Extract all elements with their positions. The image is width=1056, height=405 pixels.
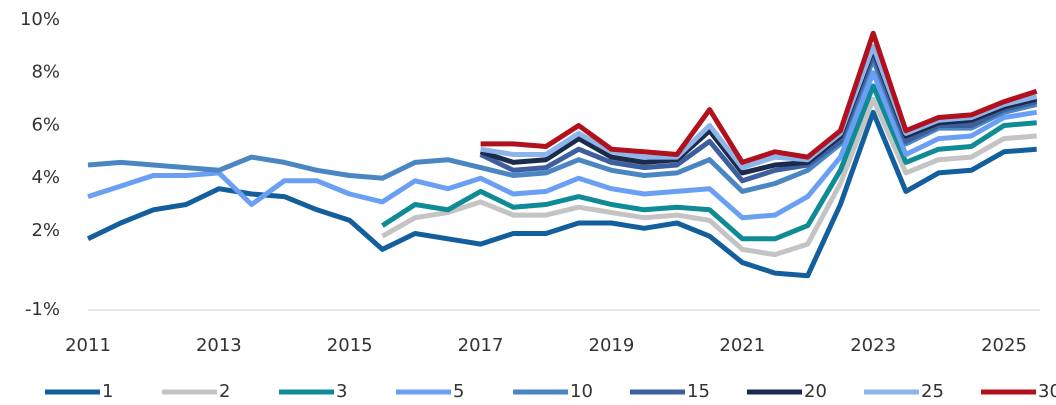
x-tick-label: 2011 [65, 335, 111, 356]
y-tick-label: 8% [31, 62, 60, 83]
x-tick-label: 2019 [589, 335, 635, 356]
series-line [381, 96, 1037, 258]
x-tick-label: 2023 [850, 335, 896, 356]
y-tick-label: 10% [20, 9, 60, 30]
legend-label: 1 [102, 381, 113, 402]
series-line [381, 83, 1037, 242]
series-line [479, 51, 1038, 184]
legend-label: 3 [336, 381, 347, 402]
y-tick-label: -1% [25, 299, 60, 320]
x-tick-label: 2015 [327, 335, 373, 356]
legend-label: 30 [1038, 381, 1056, 402]
legend-label: 15 [687, 381, 710, 402]
y-tick-label: 4% [31, 167, 60, 188]
x-tick-label: 2021 [719, 335, 765, 356]
legend-label: 5 [453, 381, 464, 402]
series-line [86, 109, 1037, 279]
y-tick-label: 2% [31, 220, 60, 241]
legend-label: 25 [921, 381, 944, 402]
series-line [480, 30, 1038, 165]
x-tick-label: 2025 [981, 335, 1027, 356]
legend-label: 2 [219, 381, 230, 402]
legend-label: 20 [804, 381, 827, 402]
x-tick-label: 2013 [196, 335, 242, 356]
y-tick-label: 6% [31, 114, 60, 135]
series-line [87, 70, 1038, 221]
series-line [480, 43, 1038, 171]
legend-label: 10 [570, 381, 593, 402]
series-line [479, 46, 1038, 176]
x-tick-label: 2017 [458, 335, 504, 356]
